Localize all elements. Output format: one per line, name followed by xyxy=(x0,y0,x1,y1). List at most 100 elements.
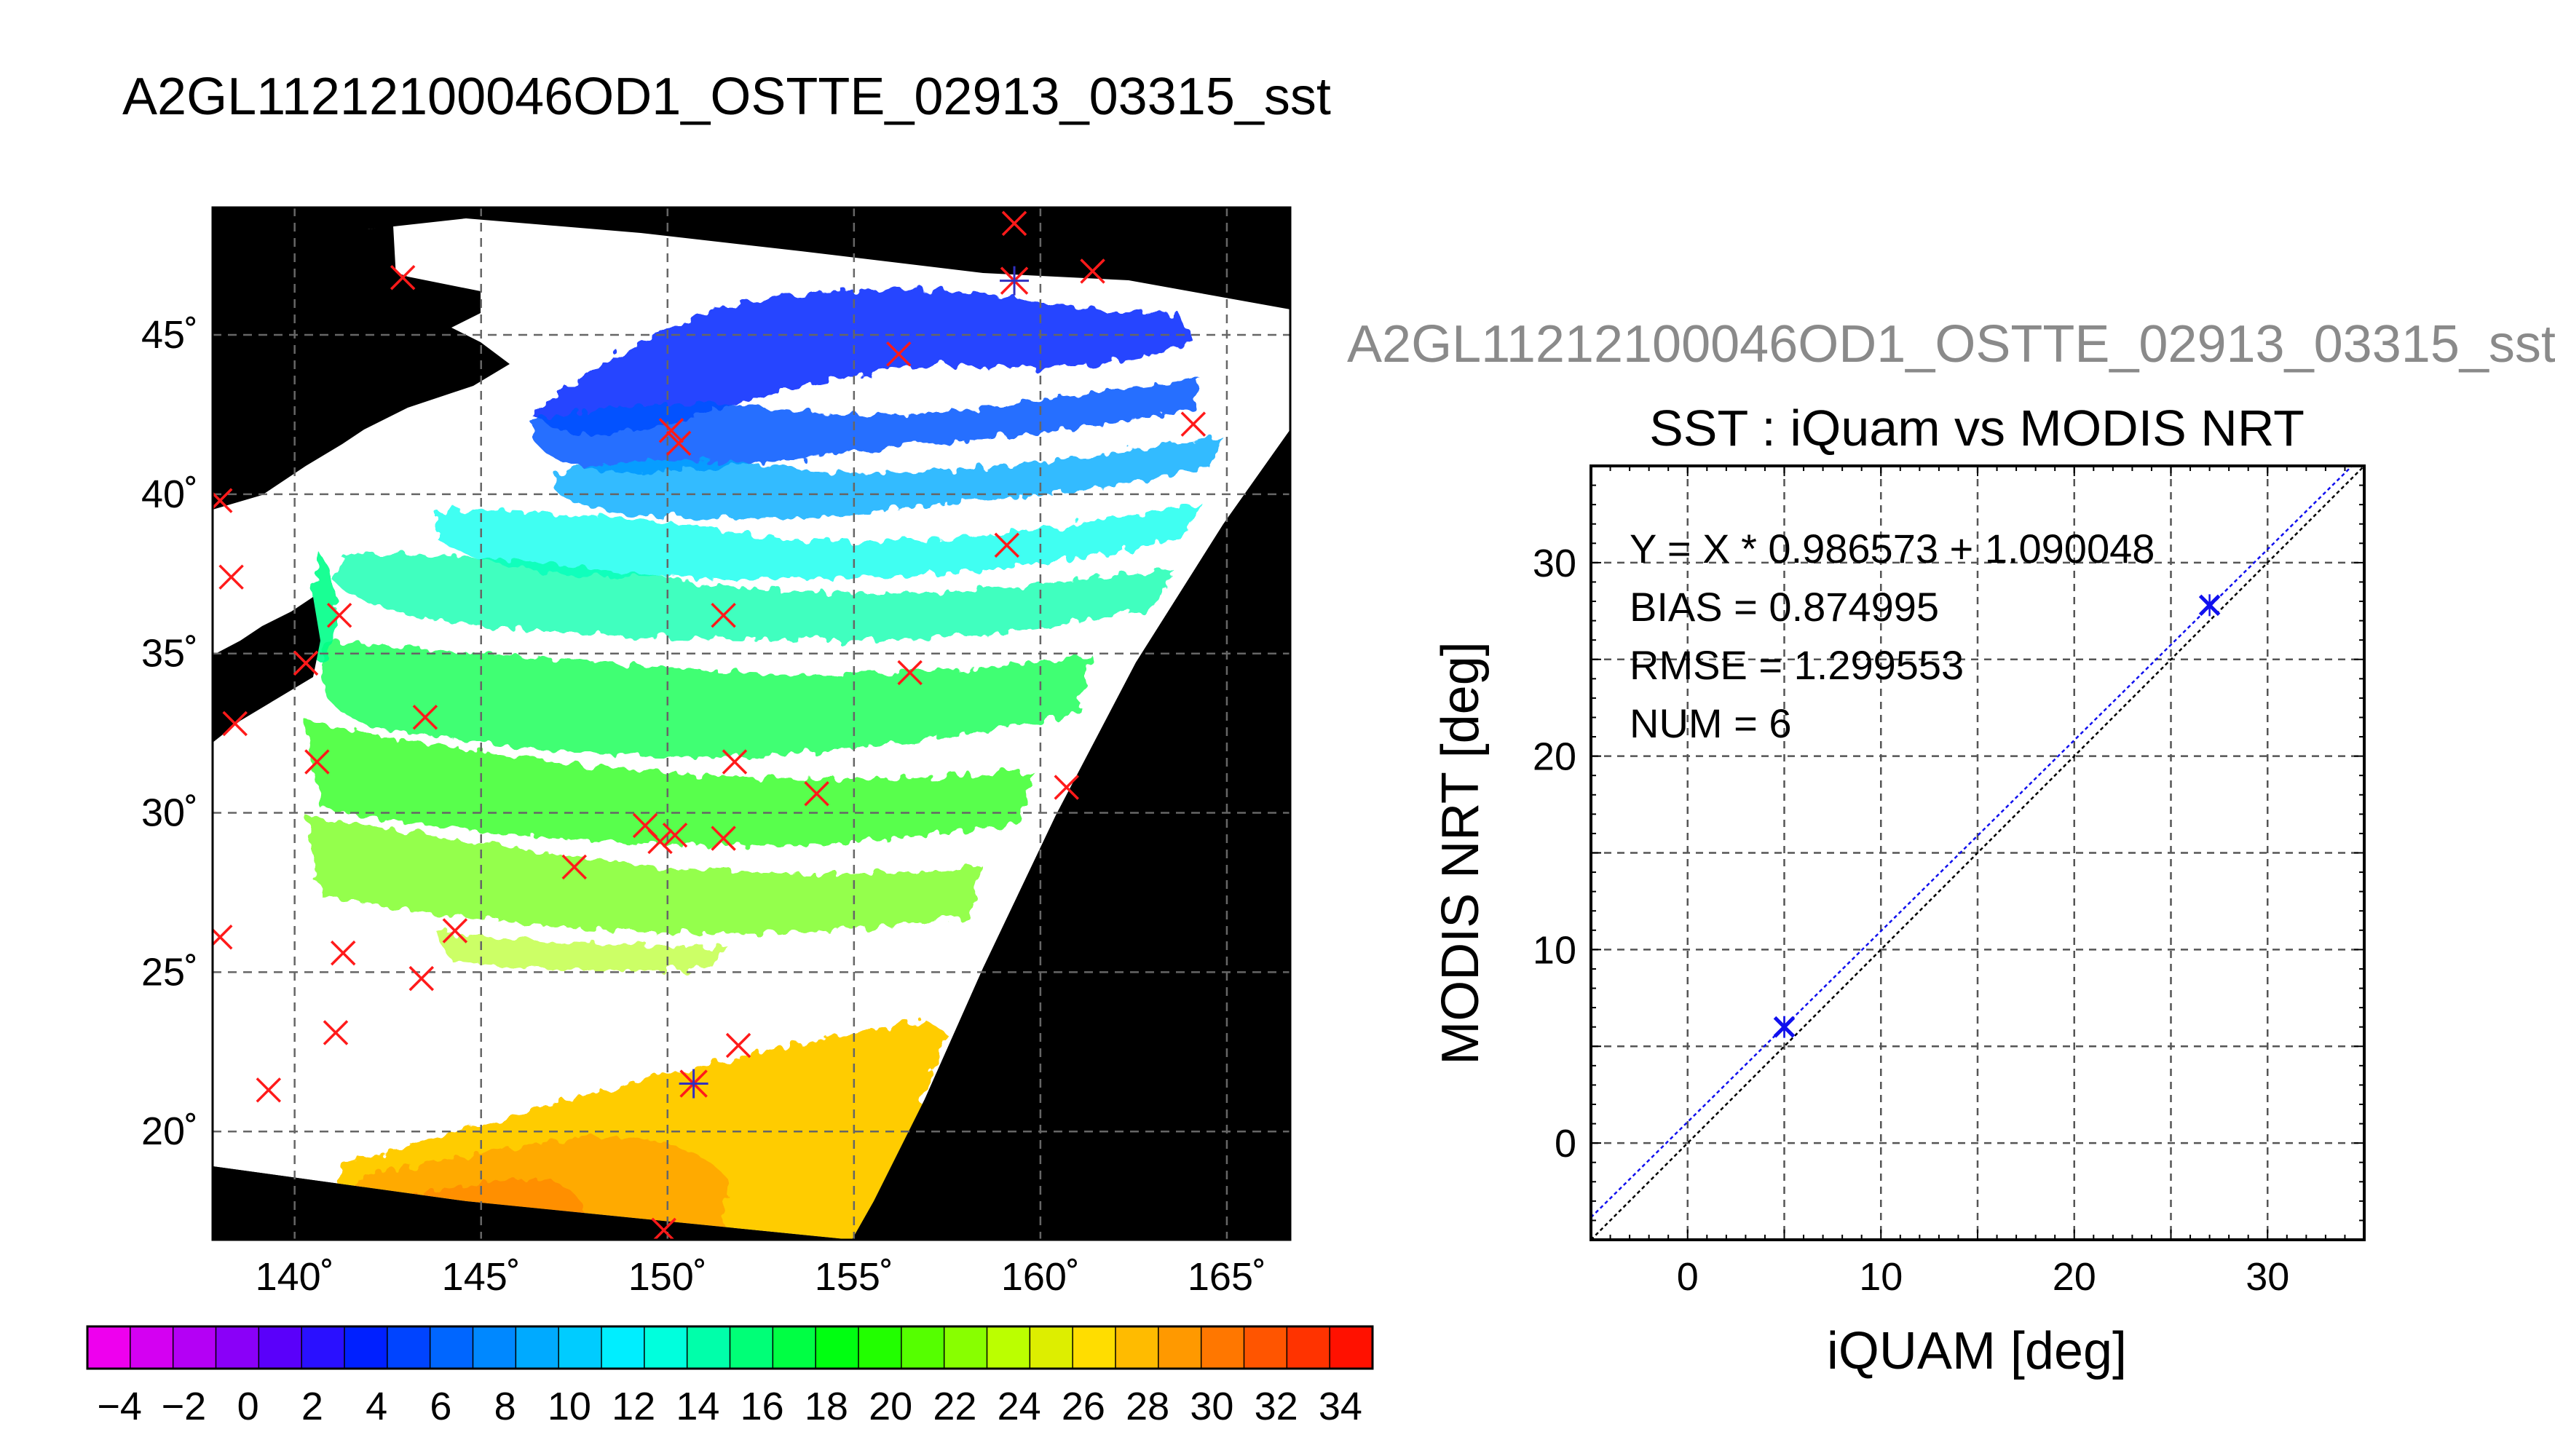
colorbar-cell xyxy=(173,1326,217,1369)
land-mask xyxy=(213,207,510,510)
colorbar-cell xyxy=(601,1326,645,1369)
insitu-point xyxy=(711,826,736,851)
insitu-point xyxy=(725,1032,751,1059)
insitu-point xyxy=(390,265,416,290)
colorbar-cell xyxy=(901,1326,945,1369)
insitu-point xyxy=(994,532,1020,558)
colorbar-cell xyxy=(687,1326,731,1369)
colorbar-cell xyxy=(130,1326,174,1369)
insitu-point xyxy=(1054,775,1079,800)
colorbar: −4 −2 0 2 4 6 8 10 12 14 16 18 20 22 24 26 28 30 32 34 xyxy=(86,1325,1374,1428)
lat-tick-label: 45˚ xyxy=(141,313,198,357)
colorbar-cell xyxy=(1073,1326,1116,1369)
colorbar-tick-label: 26 xyxy=(1062,1385,1105,1428)
insitu-point xyxy=(662,822,688,848)
colorbar-tick-label: 6 xyxy=(430,1385,451,1428)
colorbar-tick-label: 22 xyxy=(933,1385,976,1428)
colorbar-tick-label: 10 xyxy=(548,1385,591,1428)
colorbar-cell xyxy=(1158,1326,1202,1369)
colorbar-cell xyxy=(730,1326,773,1369)
colorbar-cell xyxy=(216,1326,259,1369)
insitu-point xyxy=(666,430,692,456)
x-tick-label: 20 xyxy=(2053,1255,2096,1299)
colorbar-cell xyxy=(516,1326,559,1369)
colorbar-cell xyxy=(773,1326,816,1369)
scatter-point xyxy=(2198,594,2221,617)
lon-tick-label: 165˚ xyxy=(1188,1255,1266,1299)
colorbar-cell xyxy=(473,1326,516,1369)
lon-tick-label: 145˚ xyxy=(442,1255,521,1299)
stats-line: BIAS = 0.874995 xyxy=(1630,584,1939,630)
stats-line: RMSE = 1.299553 xyxy=(1630,642,1964,688)
colorbar-cell xyxy=(1030,1326,1073,1369)
insitu-point xyxy=(408,965,435,992)
colorbar-cell xyxy=(1244,1326,1287,1369)
map-gridlines xyxy=(213,207,1290,1240)
insitu-point xyxy=(651,1217,676,1240)
scatter-plot: SST : iQuam vs MODIS NRT 0 10 20 300102030 … xyxy=(1431,400,2366,1380)
insitu-point xyxy=(442,918,468,943)
colorbar-tick-label: 16 xyxy=(741,1385,784,1428)
colorbar-cell xyxy=(430,1326,474,1369)
insitu-point xyxy=(293,650,319,676)
x-axis-label: iQUAM [deg] xyxy=(1827,1322,2127,1380)
scatter-gridlines xyxy=(1591,466,2364,1240)
insitu-point xyxy=(326,602,352,628)
insitu-point xyxy=(1180,411,1207,437)
colorbar-tick-label: 24 xyxy=(998,1385,1041,1428)
lat-tick-label: 35˚ xyxy=(141,632,198,676)
stats-line: Y = X * 0.986573 + 1.090048 xyxy=(1630,526,2155,571)
figure-title: A2GL11212100046OD1_OSTTE_02913_03315_sst xyxy=(122,68,1331,126)
regression-line xyxy=(1591,466,2354,1219)
insitu-point xyxy=(331,940,356,966)
lon-tick-label: 155˚ xyxy=(815,1255,893,1299)
lon-tick-label: 150˚ xyxy=(628,1255,707,1299)
colorbar-cell xyxy=(1115,1326,1159,1369)
colorbar-cell xyxy=(1287,1326,1330,1369)
colorbar-cell xyxy=(87,1326,131,1369)
matched-point xyxy=(679,1069,708,1099)
x-tick-label: 30 xyxy=(2246,1255,2289,1299)
colorbar-cell xyxy=(344,1326,388,1369)
scatter-points xyxy=(1773,594,2221,1038)
stats-line: NUM = 6 xyxy=(1630,700,1792,746)
insitu-point xyxy=(213,924,233,950)
x-tick-label: 10 xyxy=(1859,1255,1903,1299)
y-tick-label: 30 xyxy=(1533,542,1576,585)
colorbar-cell xyxy=(387,1326,431,1369)
colorbar-cell xyxy=(301,1326,345,1369)
colorbar-tick-label: 12 xyxy=(612,1385,655,1428)
map-axis-labels: 140˚ 145˚ 150˚ 155˚ 160˚ 165˚ 20˚ 25˚ 30˚ 35˚ 40˚ 4… xyxy=(141,313,1266,1299)
colorbar-tick-label: 4 xyxy=(366,1385,387,1428)
lat-tick-label: 30˚ xyxy=(141,791,198,835)
insitu-point xyxy=(561,854,587,880)
insitu-point xyxy=(722,749,748,775)
insitu-point xyxy=(886,341,912,367)
y-tick-label: 0 xyxy=(1555,1122,1576,1166)
y-tick-label: 20 xyxy=(1533,735,1576,779)
lat-tick-label: 40˚ xyxy=(141,472,198,516)
colorbar-cell xyxy=(258,1326,302,1369)
insitu-point xyxy=(213,488,233,513)
scatter-title: SST : iQuam vs MODIS NRT xyxy=(1649,400,2305,456)
lat-tick-label: 20˚ xyxy=(141,1109,198,1153)
insitu-point xyxy=(256,1077,282,1103)
colorbar-tick-label: −2 xyxy=(162,1385,207,1428)
insitu-point xyxy=(658,418,684,443)
insitu-point xyxy=(218,564,244,590)
colorbar-tick-label: 34 xyxy=(1319,1385,1362,1428)
matched-point xyxy=(1000,266,1030,296)
y-axis-label: MODIS NRT [deg] xyxy=(1431,641,1490,1065)
lon-tick-label: 140˚ xyxy=(256,1255,334,1299)
colorbar-frame xyxy=(86,1325,1374,1370)
insitu-point xyxy=(897,660,923,686)
colorbar-cell xyxy=(987,1326,1030,1369)
insitu-point xyxy=(323,1020,349,1045)
insitu-point xyxy=(804,781,829,807)
insitu-point xyxy=(1001,210,1027,237)
insitu-point xyxy=(222,711,248,737)
insitu-point xyxy=(304,749,330,775)
colorbar-tick-label: 0 xyxy=(237,1385,259,1428)
colorbar-cell xyxy=(558,1326,602,1369)
